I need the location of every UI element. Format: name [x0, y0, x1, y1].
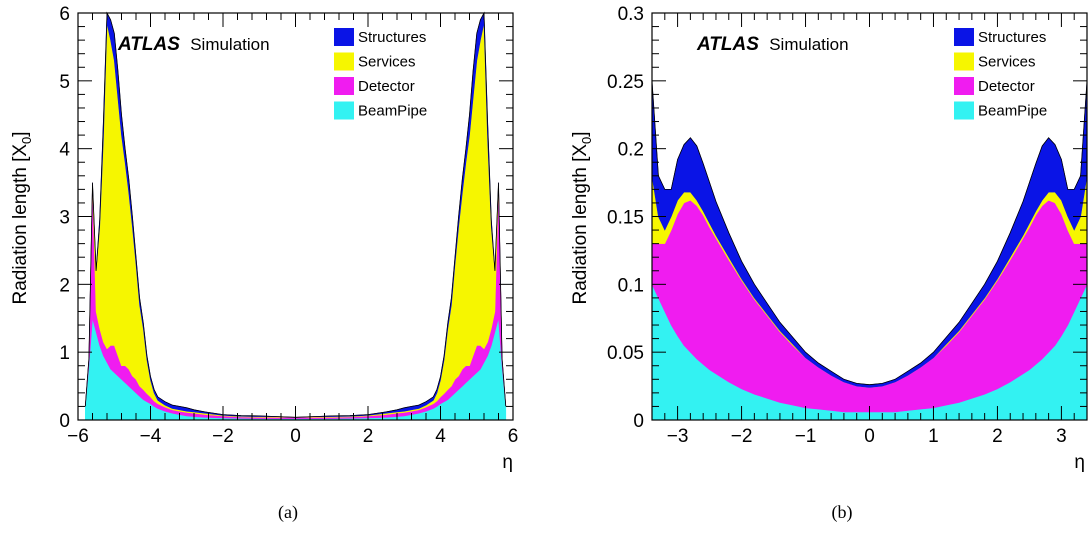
y-tick-label: 0.05 — [607, 343, 644, 364]
panel-a-legend: Structures Services Detector BeamPipe — [334, 28, 427, 120]
panel-a-area-structures — [85, 11, 507, 418]
x-tick-label: −2 — [212, 426, 234, 447]
y-tick-label: 0.1 — [618, 275, 644, 296]
legend-swatch-beampipe — [334, 101, 354, 120]
x-tick-label: 6 — [508, 426, 519, 447]
y-tick-label: 0.25 — [607, 72, 644, 93]
x-tick-label: 4 — [435, 426, 446, 447]
x-tick-label: −3 — [667, 426, 689, 447]
x-tick-label: −2 — [731, 426, 753, 447]
y-tick-label: 0.2 — [618, 140, 644, 161]
legend-label-services: Services — [358, 54, 416, 71]
panel-b: −3 −2 −1 0 1 2 3 0 0.05 0.1 0.15 0.2 0.25 0.3 ATLAS S… — [570, 4, 1088, 523]
panel-a-caption: (a) — [278, 502, 298, 523]
legend-label-beampipe: BeamPipe — [358, 103, 427, 120]
panel-b-total-outline — [651, 80, 1088, 386]
y-tick-label: 1 — [59, 343, 70, 364]
panel-b-legend: Structures Services Detector BeamPipe — [954, 28, 1047, 120]
panel-b-atlas-badge: ATLAS Simulation — [696, 34, 849, 55]
legend-swatch-detector — [334, 77, 354, 95]
y-tick-label: 0 — [633, 411, 644, 432]
y-tick-label: 4 — [59, 140, 70, 161]
legend-label-beampipe: BeamPipe — [978, 103, 1047, 120]
panel-a-areas — [84, 11, 507, 421]
y-tick-label: 0 — [59, 411, 70, 432]
legend-swatch-structures — [954, 28, 974, 46]
x-tick-label: −6 — [67, 426, 89, 447]
legend-swatch-services — [954, 52, 974, 71]
y-tick-label: 2 — [59, 275, 70, 296]
y-tick-label: 5 — [59, 72, 70, 93]
legend-label-structures: Structures — [358, 29, 426, 46]
legend-swatch-beampipe — [954, 101, 974, 120]
x-tick-label: 2 — [992, 426, 1003, 447]
x-tick-label: 0 — [290, 426, 301, 447]
y-tick-label: 6 — [59, 4, 70, 25]
panel-b-caption: (b) — [832, 502, 853, 523]
legend-swatch-services — [334, 52, 354, 71]
panel-a-ticks: −6 −4 −2 0 2 4 6 0 1 2 3 4 5 6 — [59, 4, 518, 447]
panel-b-y-axis-label: Radiation length [X0] — [570, 131, 594, 304]
panel-a-total-outline — [84, 11, 507, 418]
panel-b-x-axis-label: η — [1074, 452, 1085, 473]
legend-label-structures: Structures — [978, 29, 1046, 46]
y-tick-label: 0.3 — [618, 4, 644, 25]
x-tick-label: −1 — [795, 426, 817, 447]
x-tick-label: 0 — [864, 426, 875, 447]
legend-swatch-structures — [334, 28, 354, 46]
y-tick-label: 3 — [59, 208, 70, 229]
panel-b-areas — [651, 80, 1088, 421]
x-tick-label: 1 — [928, 426, 939, 447]
panel-a: −6 −4 −2 0 2 4 6 0 1 2 3 4 5 6 ATLAS Simulation Struc… — [10, 4, 518, 523]
legend-label-detector: Detector — [358, 78, 415, 95]
legend-label-services: Services — [978, 54, 1036, 71]
x-tick-label: 3 — [1056, 426, 1067, 447]
legend-swatch-detector — [954, 77, 974, 95]
panel-b-ticks: −3 −2 −1 0 1 2 3 0 0.05 0.1 0.15 0.2 0.25 0.3 — [607, 4, 1088, 447]
panel-a-x-axis-label: η — [502, 452, 513, 473]
x-tick-label: −4 — [140, 426, 162, 447]
panel-a-atlas-badge: ATLAS Simulation — [117, 34, 270, 55]
panel-a-area-services — [85, 23, 507, 418]
x-tick-label: 2 — [363, 426, 374, 447]
legend-label-detector: Detector — [978, 78, 1035, 95]
y-tick-label: 0.15 — [607, 208, 644, 229]
panel-a-y-axis-label: Radiation length [X0] — [10, 131, 34, 304]
